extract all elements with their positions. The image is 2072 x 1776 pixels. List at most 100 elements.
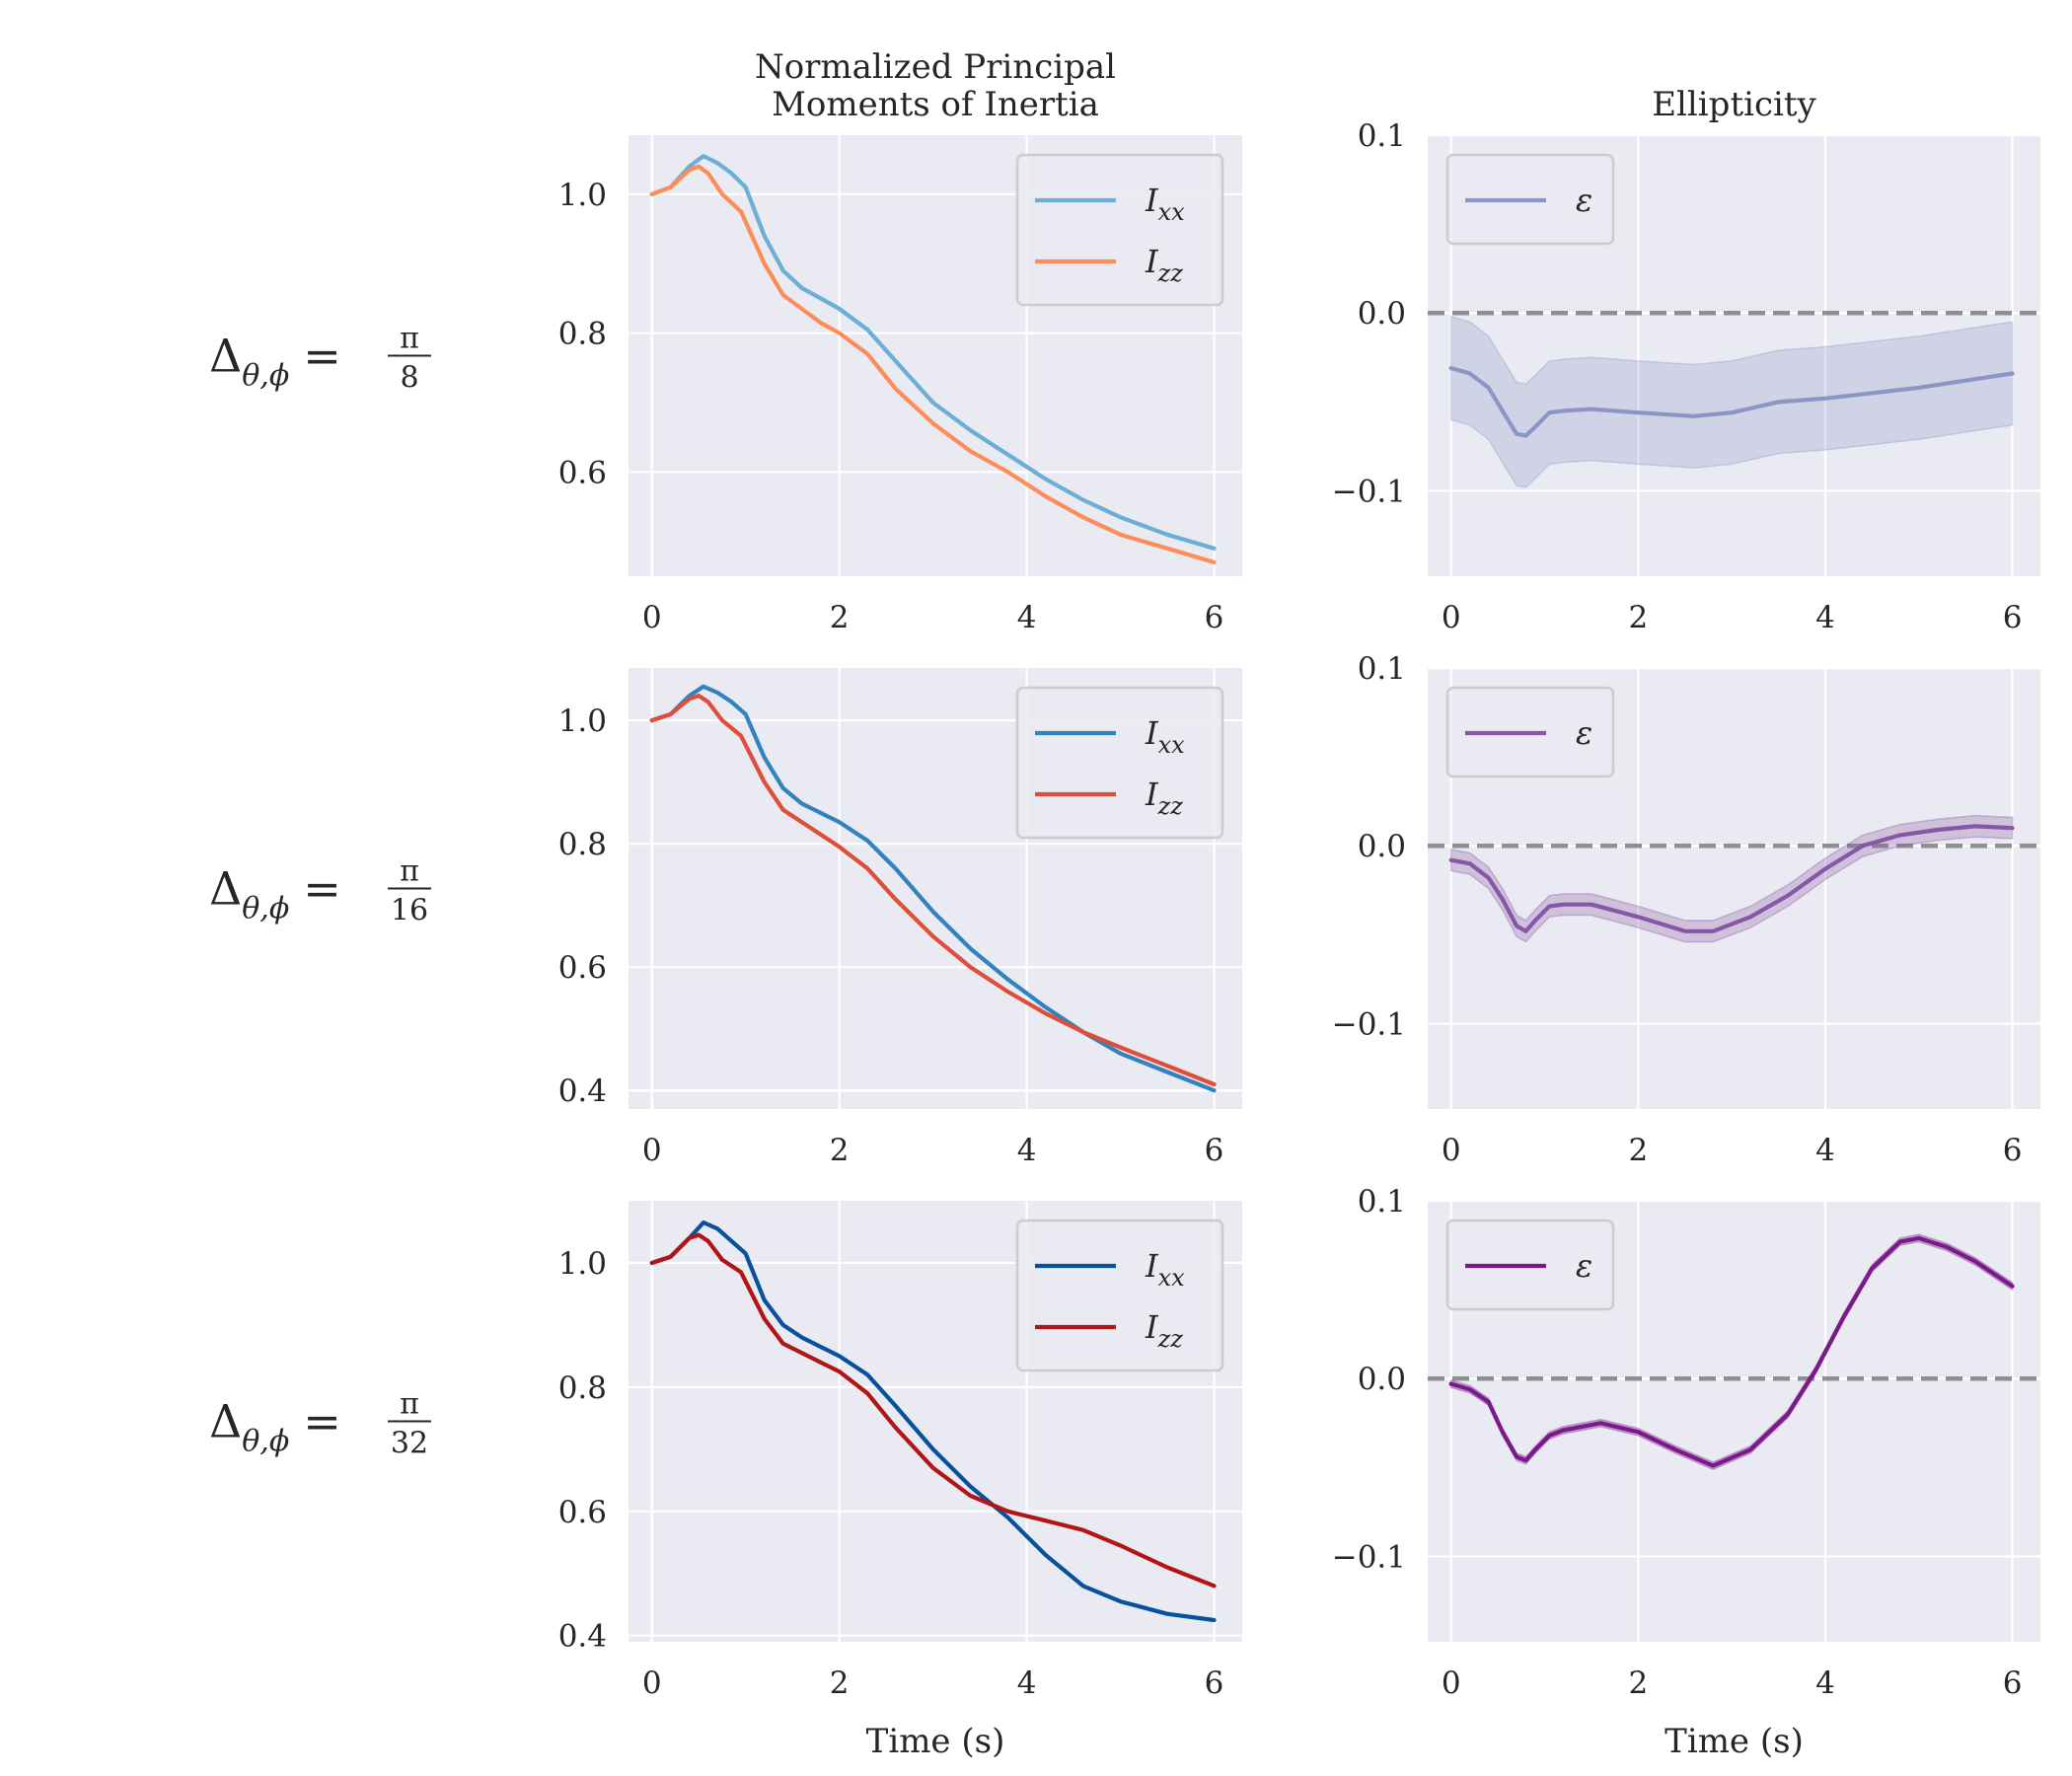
- confidence-band: [1449, 814, 2014, 943]
- legend-frame: [1015, 686, 1224, 840]
- x-tick-label: 4: [1017, 1665, 1037, 1701]
- axes-title: Normalized Principal: [755, 47, 1116, 87]
- y-tick-label: 0.1: [1358, 118, 1406, 154]
- x-tick-label: 2: [1628, 1133, 1648, 1168]
- y-tick-label: 0.1: [1358, 1184, 1406, 1220]
- y-tick-label: 0.8: [558, 827, 607, 862]
- x-axis-label: Time (s): [866, 1722, 1005, 1761]
- legend-entry-subscript: xx: [1158, 731, 1186, 759]
- x-tick-label: 0: [642, 1665, 662, 1701]
- x-tick-label: 6: [2003, 600, 2023, 635]
- row-label-symbol: Δ: [209, 862, 242, 916]
- legend: ε: [1445, 1219, 1615, 1311]
- legend-frame: [1015, 153, 1224, 307]
- axes-title: Ellipticity: [1652, 85, 1816, 124]
- x-tick-label: 4: [1017, 1133, 1037, 1168]
- x-tick-label: 6: [2003, 1133, 2023, 1168]
- series-line-Izz: [649, 1232, 1217, 1589]
- panels: 0 2 4 6 0.6 0.8 1.0 Normalized PrincipalMoments…: [558, 47, 2040, 1761]
- legend-entry-main: I: [1145, 1247, 1159, 1285]
- x-tick-label: 6: [1205, 1133, 1224, 1168]
- row-label-symbol: Δ: [209, 330, 242, 383]
- x-tick-label: 0: [642, 1133, 662, 1168]
- series-line-ε: [1448, 824, 2015, 933]
- legend-entry-main: I: [1145, 1308, 1159, 1346]
- legend-entry: ε: [1576, 714, 1592, 752]
- legend-entry: Izz: [1145, 776, 1183, 820]
- y-tick-label: 0.1: [1358, 651, 1406, 687]
- y-tick-label: 0.6: [558, 1495, 607, 1530]
- row-label-1: Δθ,ϕ = π 16: [209, 854, 431, 928]
- legend-entry-main: I: [1145, 182, 1159, 219]
- row-label-2: Δθ,ϕ = π 32: [209, 1387, 431, 1461]
- x-tick-label: 0: [1442, 1133, 1461, 1168]
- row-label-delta: Δθ,ϕ =: [209, 330, 341, 394]
- legend-entry: ε: [1576, 182, 1592, 219]
- legend-entry-main: I: [1145, 243, 1159, 280]
- x-tick-label: 6: [2003, 1665, 2023, 1701]
- y-tick-label: 0.6: [558, 455, 607, 490]
- legend-entry-main: I: [1145, 776, 1159, 813]
- row-labels: Δθ,ϕ = π 8 Δθ,ϕ = π 16 Δθ,ϕ = π 32: [209, 322, 431, 1461]
- legend-entry: Ixx: [1145, 182, 1185, 226]
- y-tick-label: 0.0: [1358, 296, 1406, 332]
- legend-entry-main: ε: [1576, 714, 1592, 752]
- x-axis-label: Time (s): [1665, 1722, 1804, 1761]
- series-line-ε: [1448, 1235, 2015, 1468]
- panel-0-0: 0 2 4 6 0.6 0.8 1.0 Normalized PrincipalMoments…: [558, 47, 1242, 635]
- x-tick-label: 0: [1442, 600, 1461, 635]
- legend-frame: [1015, 1219, 1224, 1372]
- y-tick-label: 1.0: [558, 178, 607, 213]
- axes-title: Moments of Inertia: [772, 85, 1099, 124]
- row-label-delta: Δθ,ϕ =: [209, 1395, 341, 1459]
- row-label-denominator: 16: [391, 894, 428, 928]
- row-label-symbol: Δ: [209, 1395, 242, 1448]
- row-label-denominator: 32: [391, 1427, 428, 1461]
- x-tick-label: 4: [1017, 600, 1037, 635]
- series-line-Izz: [649, 164, 1217, 565]
- series-line-Ixx: [649, 684, 1217, 1093]
- x-tick-label: 4: [1815, 1133, 1835, 1168]
- series-line-Ixx: [649, 154, 1217, 551]
- legend-entry-main: I: [1145, 714, 1159, 752]
- legend: ε: [1445, 153, 1615, 246]
- legend-entry-subscript: zz: [1157, 259, 1184, 287]
- legend-entry-main: ε: [1576, 1247, 1592, 1285]
- y-tick-label: 1.0: [558, 1246, 607, 1282]
- row-label-numerator: π: [400, 1387, 419, 1422]
- y-tick-label: 0.6: [558, 950, 607, 986]
- y-tick-label: 0.0: [1358, 829, 1406, 864]
- series-line-ε: [1448, 366, 2015, 438]
- legend-entry: Ixx: [1145, 714, 1185, 759]
- series-line-Izz: [649, 693, 1217, 1087]
- legend: ε: [1445, 686, 1615, 778]
- legend-entry: Ixx: [1145, 1247, 1185, 1292]
- x-tick-label: 2: [1628, 1665, 1648, 1701]
- row-label-equals: =: [303, 862, 341, 916]
- legend-entry-subscript: zz: [1157, 1325, 1184, 1353]
- legend-entry-subscript: zz: [1157, 792, 1184, 820]
- row-label-subscript: θ,ϕ: [242, 1425, 289, 1459]
- y-tick-label: 0.4: [558, 1619, 607, 1655]
- x-tick-label: 0: [1442, 1665, 1461, 1701]
- x-tick-label: 2: [830, 600, 850, 635]
- series-line-Ixx: [649, 1220, 1217, 1623]
- panel-2-1: 0 2 4 6 −0.1 0.0 0.1 Time (s) ε: [1332, 1184, 2040, 1761]
- legend-entry: ε: [1576, 1247, 1592, 1285]
- y-tick-label: 1.0: [558, 703, 607, 739]
- y-tick-label: 0.8: [558, 317, 607, 352]
- row-label-equals: =: [303, 1395, 341, 1448]
- row-label-delta: Δθ,ϕ =: [209, 862, 341, 926]
- legend-entry: Izz: [1145, 1308, 1183, 1353]
- x-tick-label: 6: [1205, 1665, 1224, 1701]
- legend-entry-subscript: xx: [1158, 198, 1186, 226]
- row-label-0: Δθ,ϕ = π 8: [209, 322, 431, 396]
- confidence-band: [1449, 1233, 2014, 1471]
- x-tick-label: 0: [642, 600, 662, 635]
- legend-entry-main: ε: [1576, 182, 1592, 219]
